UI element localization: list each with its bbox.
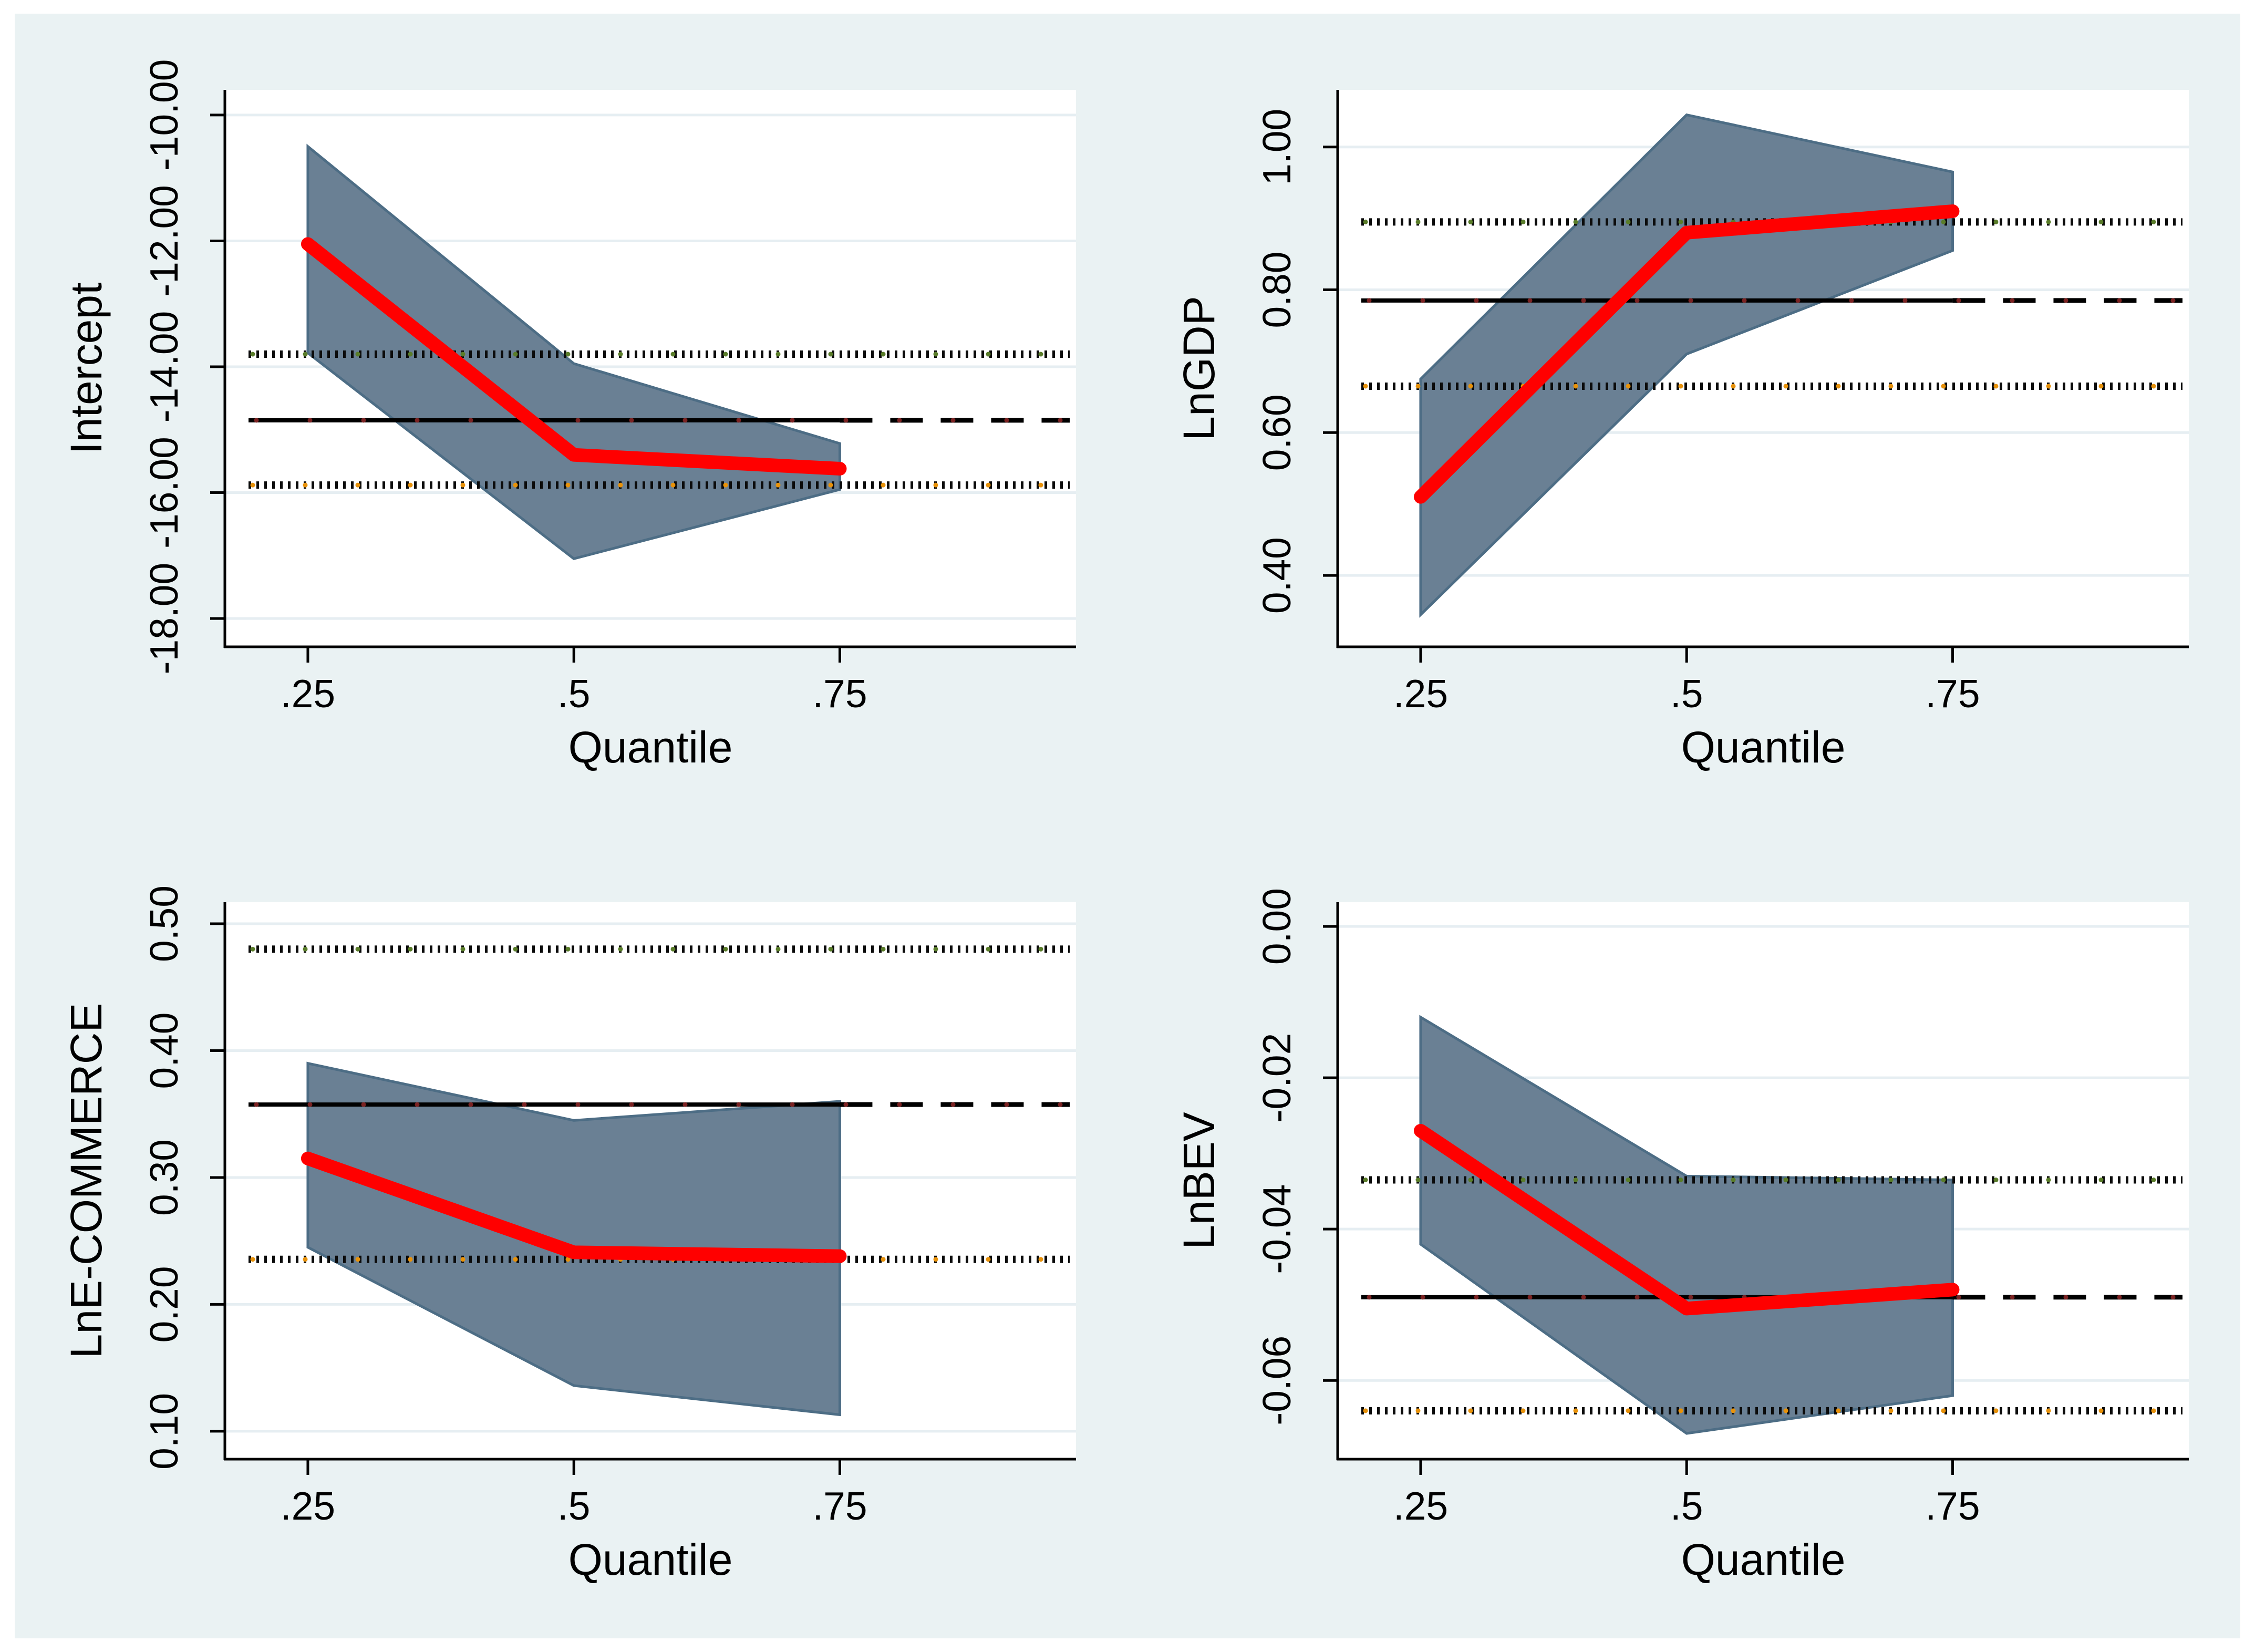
x-tick-label: .75 xyxy=(1925,1484,1980,1528)
panel-intercept: -10.00 -12.00 -14.00 -16.00 -18.00 .25 .5 .75 I… xyxy=(61,59,1076,772)
y-tick-label: 0.80 xyxy=(1255,252,1299,328)
y-tick-label: -14.00 xyxy=(142,311,186,423)
panel-lngdp: 1.00 0.80 0.60 0.40 .25 .5 .75 LnGDP Quantile xyxy=(1174,90,2189,772)
y-tick-label: -0.06 xyxy=(1255,1336,1299,1426)
y-tick-label: -16.00 xyxy=(142,437,186,549)
x-tick-label: .25 xyxy=(1393,1484,1448,1528)
y-tick-label: 0.40 xyxy=(1255,537,1299,614)
y-tick-label: -10.00 xyxy=(142,59,186,171)
panel-lnecommerce: 0.50 0.40 0.30 0.20 0.10 .25 .5 .75 LnE-COMMERC… xyxy=(61,885,1076,1584)
y-tick-label: 1.00 xyxy=(1255,109,1299,185)
y-tick-label: 0.60 xyxy=(1255,394,1299,471)
y-tick-label: -18.00 xyxy=(142,563,186,675)
lngdp-chart-layer: 1.00 0.80 0.60 0.40 .25 .5 .75 xyxy=(1255,90,2189,716)
x-tick-label: .5 xyxy=(557,1484,591,1528)
intercept-chart-layer: -10.00 -12.00 -14.00 -16.00 -18.00 .25 .5 .75 xyxy=(142,59,1076,716)
x-tick-label: .75 xyxy=(1925,672,1980,716)
lnecommerce-chart-layer: 0.50 0.40 0.30 0.20 0.10 .25 .5 .75 xyxy=(142,885,1076,1528)
y-tick-label: 0.30 xyxy=(142,1139,186,1216)
y-tick-label: 0.50 xyxy=(142,885,186,962)
y-tick-label: -0.02 xyxy=(1255,1033,1299,1123)
y-tick-label: -0.04 xyxy=(1255,1184,1299,1274)
x-tick-label: .25 xyxy=(281,672,335,716)
panel-lnbev: 0.00 -0.02 -0.04 -0.06 .25 .5 .75 LnBEV Quanti… xyxy=(1174,888,2189,1584)
x-tick-label: .5 xyxy=(557,672,591,716)
y-axis-title-intercept: Intercept xyxy=(61,283,111,455)
y-tick-label: 0.40 xyxy=(142,1013,186,1089)
y-tick-label: -12.00 xyxy=(142,185,186,297)
figure-background: -10.00 -12.00 -14.00 -16.00 -18.00 .25 .5 .75 I… xyxy=(15,14,2240,1638)
x-axis-title-lnecommerce: Quantile xyxy=(568,1535,733,1584)
x-axis-title-lngdp: Quantile xyxy=(1681,722,1846,772)
y-axis-title-lngdp: LnGDP xyxy=(1174,296,1224,440)
x-tick-label: .5 xyxy=(1670,1484,1703,1528)
y-tick-label: 0.00 xyxy=(1255,888,1299,965)
y-axis-title-lnbev: LnBEV xyxy=(1174,1112,1224,1250)
x-axis-title-intercept: Quantile xyxy=(568,722,733,772)
x-tick-label: .75 xyxy=(812,672,867,716)
x-tick-label: .25 xyxy=(1393,672,1448,716)
y-tick-label: 0.10 xyxy=(142,1393,186,1470)
x-tick-label: .5 xyxy=(1670,672,1703,716)
y-axis-title-lnecommerce: LnE-COMMERCE xyxy=(61,1003,111,1359)
lnbev-chart-layer: 0.00 -0.02 -0.04 -0.06 .25 .5 .75 xyxy=(1255,888,2189,1528)
x-tick-label: .25 xyxy=(281,1484,335,1528)
y-tick-label: 0.20 xyxy=(142,1266,186,1343)
x-axis-title-lnbev: Quantile xyxy=(1681,1535,1846,1584)
x-tick-label: .75 xyxy=(812,1484,867,1528)
